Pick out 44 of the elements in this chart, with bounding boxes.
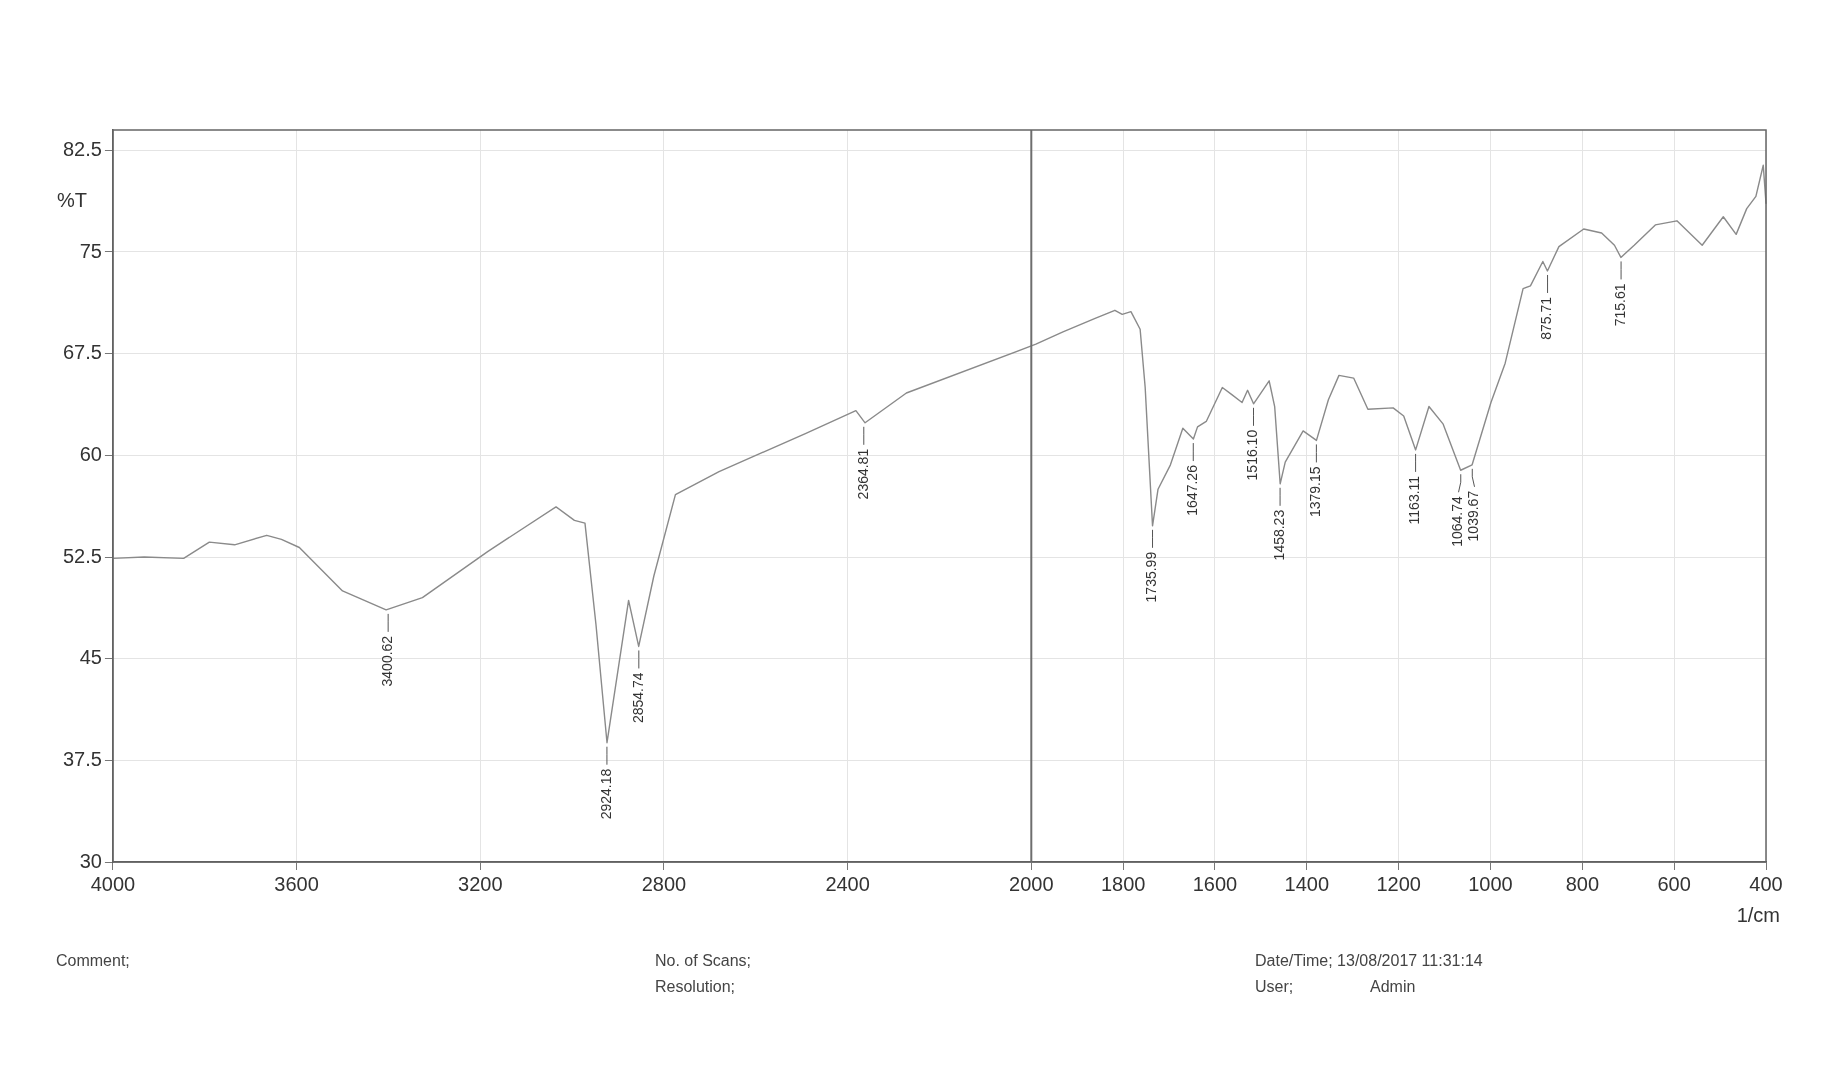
annotation: 1163.11 [1406,475,1423,525]
annotation: 1064.74 [1449,496,1466,547]
y-tick-label: 37.5 [62,747,102,770]
x-tick-label: 800 [1565,872,1600,895]
y-tick-label: 45 [79,646,102,669]
x-tick-label: 4000 [90,872,136,895]
y-axis-title: %T [56,188,87,211]
text: Resolution; [655,977,737,997]
annotation: 715.61 [1611,283,1628,327]
y-tick-label: 52.5 [62,544,102,567]
text: Date/Time; 13/08/2017 11:31:14 [1255,951,1483,971]
annotation: 2924.18 [597,768,614,820]
x-tick-label: 3600 [274,872,319,895]
x-tick-label: 1000 [1468,872,1513,895]
y-tick-label: 67.5 [62,341,102,364]
annotation: 3400.62 [379,635,396,687]
annotation: 875.71 [1538,296,1555,340]
text: Comment; [56,951,130,971]
annotation: 2364.81 [854,448,871,500]
text: User; [1255,978,1294,995]
x-tick-label: 2000 [1009,872,1054,895]
x-tick-label: 2800 [641,872,687,895]
x-tick-label: 1400 [1284,872,1330,895]
text: No. of Scans; [655,951,752,971]
annotation: 1735.99 [1143,551,1160,603]
annotation: 1039.67 [1465,490,1482,542]
annotation: 2854.74 [629,672,646,724]
y-tick-label: 60 [79,442,102,465]
y-tick-label: 75 [79,239,102,262]
x-tick-label: 600 [1657,872,1691,895]
y-tick-label: 82.5 [62,137,102,160]
x-tick-label: 1200 [1376,872,1421,895]
x-tick-label: 2400 [825,872,870,895]
annotation: 1516.10 [1244,429,1261,481]
x-tick-label: 1800 [1100,872,1146,895]
x-tick-label: 1600 [1192,872,1238,895]
y-tick-label: 30 [79,849,102,872]
x-tick-label: 3200 [458,872,503,895]
annotation: 1647.26 [1184,464,1201,516]
annotation: 1458.23 [1270,509,1287,561]
x-tick-label: 400 [1749,872,1783,895]
annotation: 1379.15 [1307,466,1324,518]
text: Admin [1370,977,1416,997]
x-axis-title: 1/cm [1736,903,1780,926]
